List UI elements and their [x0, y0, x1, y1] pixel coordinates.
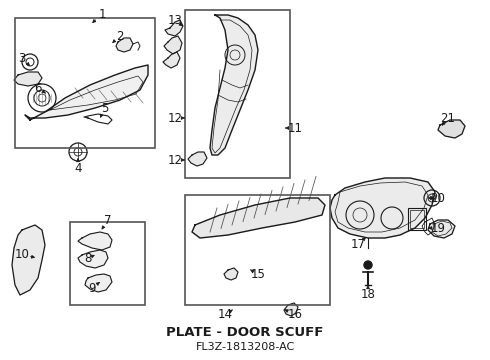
Text: 6: 6 — [34, 81, 42, 94]
Text: 7: 7 — [104, 213, 112, 226]
Polygon shape — [188, 152, 207, 166]
Polygon shape — [192, 198, 325, 238]
Text: 12: 12 — [168, 112, 182, 125]
Text: 10: 10 — [15, 248, 29, 261]
Text: 19: 19 — [431, 221, 445, 234]
Polygon shape — [428, 220, 455, 238]
Polygon shape — [14, 72, 42, 86]
Text: 5: 5 — [101, 102, 109, 114]
Text: 15: 15 — [250, 269, 266, 282]
Polygon shape — [164, 36, 182, 54]
Polygon shape — [163, 52, 180, 68]
Polygon shape — [224, 268, 238, 280]
Text: 11: 11 — [288, 122, 302, 135]
Polygon shape — [438, 120, 465, 138]
Polygon shape — [78, 250, 108, 268]
Polygon shape — [284, 303, 298, 316]
Bar — [185, 195, 330, 305]
Text: FL3Z-1813208-AC: FL3Z-1813208-AC — [196, 342, 294, 352]
Polygon shape — [85, 274, 112, 292]
Bar — [15, 18, 155, 148]
Text: 1: 1 — [98, 8, 106, 21]
Text: 8: 8 — [84, 252, 92, 265]
Bar — [410, 210, 424, 228]
Bar — [185, 10, 290, 178]
Polygon shape — [25, 65, 148, 120]
Text: 17: 17 — [350, 238, 366, 252]
Polygon shape — [12, 225, 45, 295]
Text: 4: 4 — [74, 162, 82, 175]
Text: 21: 21 — [441, 112, 456, 125]
Polygon shape — [116, 38, 133, 52]
Text: 3: 3 — [18, 51, 25, 64]
Text: 14: 14 — [218, 309, 232, 321]
Text: PLATE - DOOR SCUFF: PLATE - DOOR SCUFF — [166, 327, 324, 339]
Text: 20: 20 — [431, 192, 445, 204]
Polygon shape — [78, 232, 112, 250]
Text: 18: 18 — [361, 288, 375, 302]
Bar — [70, 222, 145, 305]
Circle shape — [364, 261, 372, 269]
Polygon shape — [330, 178, 435, 238]
Text: 2: 2 — [116, 30, 124, 42]
Polygon shape — [210, 15, 258, 155]
Bar — [408, 208, 426, 230]
Text: 9: 9 — [88, 282, 96, 294]
Text: 16: 16 — [288, 309, 302, 321]
Text: 13: 13 — [168, 13, 182, 27]
Polygon shape — [165, 20, 183, 36]
Text: 12: 12 — [168, 153, 182, 166]
